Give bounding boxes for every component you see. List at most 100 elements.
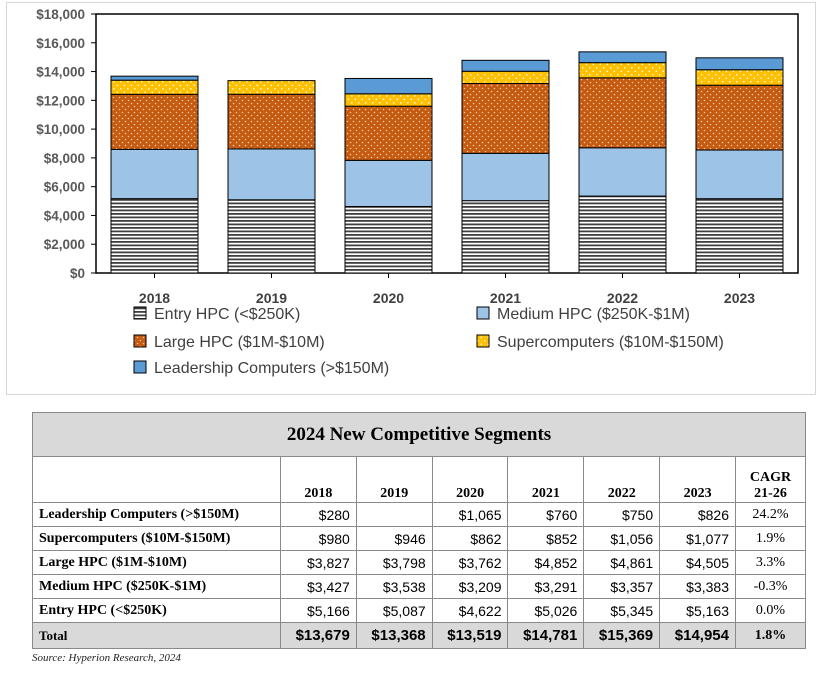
legend-label-entry: Entry HPC (<$250K) (154, 306, 300, 323)
total-label: Total (32, 622, 281, 649)
cagr-cell: -0.3% (735, 574, 806, 599)
bar-segment-large (461, 83, 550, 154)
bar-segment-super (461, 70, 550, 85)
column-header: 2020 (431, 456, 509, 503)
table-cell: $5,026 (507, 598, 585, 623)
table-row: Medium HPC ($250K-$1M) $3,427 $3,538 $3,209… (32, 574, 806, 599)
bar-segment-leader (578, 51, 667, 64)
bar-segment-large (344, 105, 433, 161)
table-cell: $1,077 (659, 526, 736, 551)
table-cell: $3,291 (507, 574, 585, 599)
total-cell: $15,369 (583, 622, 661, 649)
row-label: Supercomputers ($10M-$150M) (32, 526, 281, 551)
table-cell: $5,166 (280, 598, 357, 623)
bar-segment-medium (110, 148, 199, 200)
total-cagr: 1.8% (735, 622, 806, 649)
bar-segment-super (695, 69, 784, 86)
bar-segment-medium (578, 147, 667, 197)
bar-segment-entry (344, 205, 433, 274)
row-label: Entry HPC (<$250K) (32, 598, 281, 623)
cagr-header: CAGR 21-26 (735, 456, 806, 503)
row-label: Medium HPC ($250K-$1M) (32, 574, 281, 599)
bar-segment-large (110, 93, 199, 150)
table-header-row: 2018 2019 2020 2021 2022 2023 CAGR 21-26 (32, 456, 806, 503)
bar-segment-super (344, 93, 433, 107)
table-cell: $3,538 (355, 574, 433, 599)
table-cell (355, 502, 433, 527)
table-row: Entry HPC (<$250K) $5,166 $5,087 $4,622 $5,0… (32, 598, 806, 623)
table-cell: $1,065 (431, 502, 509, 527)
bar-segment-super (227, 80, 316, 95)
table-cell: $946 (355, 526, 433, 551)
bar-segment-entry (695, 198, 784, 274)
table-cell: $3,827 (280, 550, 357, 575)
y-tick-label: $16,000 (36, 36, 85, 51)
bar-segment-super (578, 62, 667, 79)
column-header: 2018 (280, 456, 357, 503)
bar-segment-medium (344, 159, 433, 207)
table-row: Leadership Computers (>$150M) $280 $1,065 $… (32, 502, 806, 527)
table-title: 2024 New Competitive Segments (32, 412, 806, 457)
y-tick-label: $12,000 (36, 93, 85, 108)
table-cell: $3,427 (280, 574, 357, 599)
table-cell: $862 (431, 526, 509, 551)
x-tick-label: 2020 (373, 290, 404, 306)
y-tick-label: $10,000 (36, 122, 85, 137)
bar-segment-entry (227, 199, 316, 274)
plot-area-border (95, 13, 799, 274)
cagr-cell: 0.0% (735, 598, 806, 623)
header-empty-cell (32, 456, 281, 503)
bar-segment-leader (461, 59, 550, 72)
row-label: Leadership Computers (>$150M) (32, 502, 281, 527)
stacked-bar-chart: $0 $2,000 $4,000 $6,000 $8,000 $10,000 $12,000… (36, 7, 799, 377)
table-row: Large HPC ($1M-$10M) $3,827 $3,798 $3,762 $4… (32, 550, 806, 575)
legend-label-super: Supercomputers ($10M-$150M) (497, 334, 724, 351)
bar-segment-leader (110, 75, 199, 81)
legend-swatch-large (133, 334, 147, 348)
y-tick-label: $8,000 (44, 151, 85, 166)
total-cell: $13,519 (431, 622, 509, 649)
y-tick-label: $0 (70, 266, 85, 281)
y-tick-label: $6,000 (44, 180, 85, 195)
table-cell: $3,209 (431, 574, 509, 599)
table-cell: $4,852 (507, 550, 585, 575)
segments-table: 2024 New Competitive Segments 2018 2019 … (32, 412, 806, 649)
legend-label-leader: Leadership Computers (>$150M) (154, 360, 389, 377)
x-tick-label: 2018 (139, 290, 170, 306)
y-tick-label: $4,000 (44, 208, 85, 223)
legend-label-medium: Medium HPC ($250K-$1M) (497, 306, 690, 323)
y-tick-label: $18,000 (36, 7, 85, 22)
table-body: Leadership Computers (>$150M) $280 $1,065 $… (32, 502, 806, 623)
segments-table-container: 2024 New Competitive Segments 2018 2019 … (32, 412, 806, 664)
y-tick-label: $2,000 (44, 237, 85, 252)
bar-segment-large (695, 84, 784, 151)
bar-segment-medium (695, 149, 784, 200)
bar-segment-medium (227, 148, 316, 201)
bar-segment-leader (344, 77, 433, 95)
table-cell: $3,383 (659, 574, 736, 599)
bar-segment-entry (461, 200, 550, 274)
x-tick-label: 2023 (724, 290, 755, 306)
legend-swatch-medium (476, 306, 490, 320)
chart-panel: $0 $2,000 $4,000 $6,000 $8,000 $10,000 $12,000… (6, 2, 816, 395)
x-tick-label: 2021 (490, 290, 521, 306)
bar-segment-medium (461, 152, 550, 202)
column-header: 2019 (355, 456, 433, 503)
cagr-header-line2: 21-26 (754, 486, 787, 501)
table-cell: $3,357 (583, 574, 661, 599)
legend-swatch-entry (133, 306, 147, 320)
table-cell: $760 (507, 502, 585, 527)
cagr-cell: 24.2% (735, 502, 806, 527)
table-cell: $826 (659, 502, 736, 527)
cagr-cell: 3.3% (735, 550, 806, 575)
column-header: 2021 (507, 456, 585, 503)
bar-segment-leader (695, 57, 784, 71)
x-tick-label: 2022 (607, 290, 638, 306)
table-cell: $980 (280, 526, 357, 551)
table-cell: $1,056 (583, 526, 661, 551)
legend-swatch-super (476, 334, 490, 348)
bar-segment-entry (578, 195, 667, 274)
legend-label-large: Large HPC ($1M-$10M) (154, 334, 325, 351)
table-cell: $280 (280, 502, 357, 527)
table-cell: $5,087 (355, 598, 433, 623)
